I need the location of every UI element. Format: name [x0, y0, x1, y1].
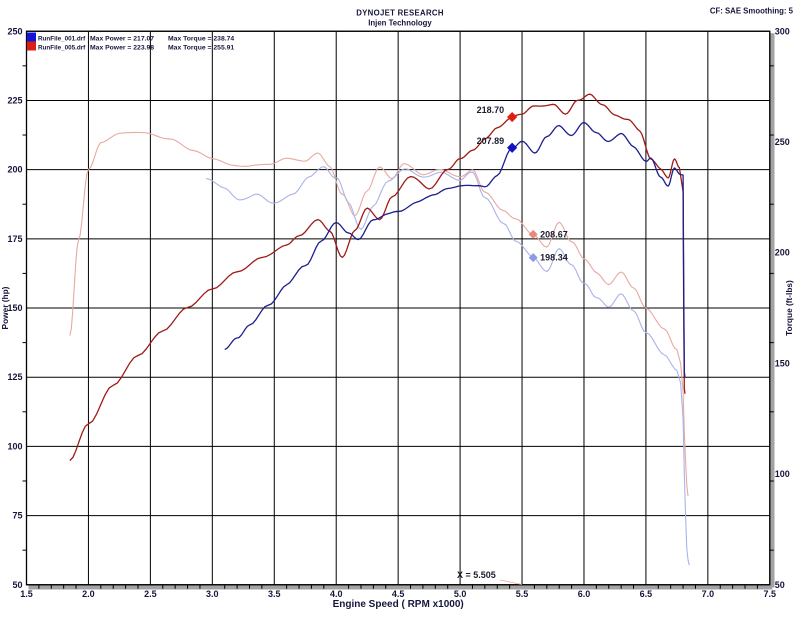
svg-text:100: 100	[775, 469, 790, 479]
svg-text:Power (hp): Power (hp)	[0, 286, 10, 329]
svg-text:DYNOJET RESEARCH: DYNOJET RESEARCH	[356, 9, 444, 18]
svg-text:5.0: 5.0	[454, 589, 467, 599]
svg-text:Torque (ft-lbs): Torque (ft-lbs)	[784, 280, 794, 336]
svg-text:4.0: 4.0	[330, 589, 343, 599]
svg-text:250: 250	[775, 137, 790, 147]
svg-text:RunFile_001.drf: RunFile_001.drf	[38, 35, 86, 42]
svg-text:300: 300	[775, 26, 790, 36]
svg-text:218.70: 218.70	[477, 105, 505, 115]
svg-text:Injen Technology: Injen Technology	[368, 19, 432, 28]
svg-text:125: 125	[7, 372, 22, 382]
svg-text:Max Power = 217.07: Max Power = 217.07	[90, 35, 154, 42]
svg-text:3.5: 3.5	[268, 589, 281, 599]
svg-text:50: 50	[775, 580, 785, 590]
svg-text:6.0: 6.0	[578, 589, 591, 599]
svg-text:150: 150	[775, 358, 790, 368]
svg-text:175: 175	[7, 234, 22, 244]
svg-text:RunFile_005.drf: RunFile_005.drf	[38, 44, 86, 51]
svg-text:250: 250	[7, 26, 22, 36]
svg-text:1.5: 1.5	[20, 589, 33, 599]
svg-text:100: 100	[7, 441, 22, 451]
svg-text:7.0: 7.0	[702, 589, 715, 599]
svg-text:3.0: 3.0	[206, 589, 219, 599]
svg-text:50: 50	[12, 580, 22, 590]
svg-text:2.5: 2.5	[144, 589, 157, 599]
svg-text:CF: SAE Smoothing: 5: CF: SAE Smoothing: 5	[710, 7, 794, 16]
svg-text:Max Torque = 255.91: Max Torque = 255.91	[168, 44, 234, 51]
svg-text:200: 200	[7, 165, 22, 175]
svg-text:2.0: 2.0	[82, 589, 95, 599]
svg-text:5.5: 5.5	[516, 589, 529, 599]
svg-text:207.89: 207.89	[477, 136, 505, 146]
svg-text:208.67: 208.67	[540, 229, 568, 239]
svg-text:Max Power = 223.98: Max Power = 223.98	[90, 44, 154, 51]
svg-text:X = 5.505: X = 5.505	[457, 570, 496, 580]
svg-text:Max Torque = 238.74: Max Torque = 238.74	[168, 35, 234, 42]
svg-text:198.34: 198.34	[540, 253, 568, 263]
svg-text:4.5: 4.5	[392, 589, 405, 599]
svg-text:200: 200	[775, 248, 790, 258]
svg-text:225: 225	[7, 95, 22, 105]
svg-text:7.5: 7.5	[764, 589, 777, 599]
svg-text:6.5: 6.5	[640, 589, 653, 599]
svg-text:75: 75	[12, 511, 22, 521]
svg-text:Engine Speed ( RPM x1000): Engine Speed ( RPM x1000)	[333, 599, 464, 610]
